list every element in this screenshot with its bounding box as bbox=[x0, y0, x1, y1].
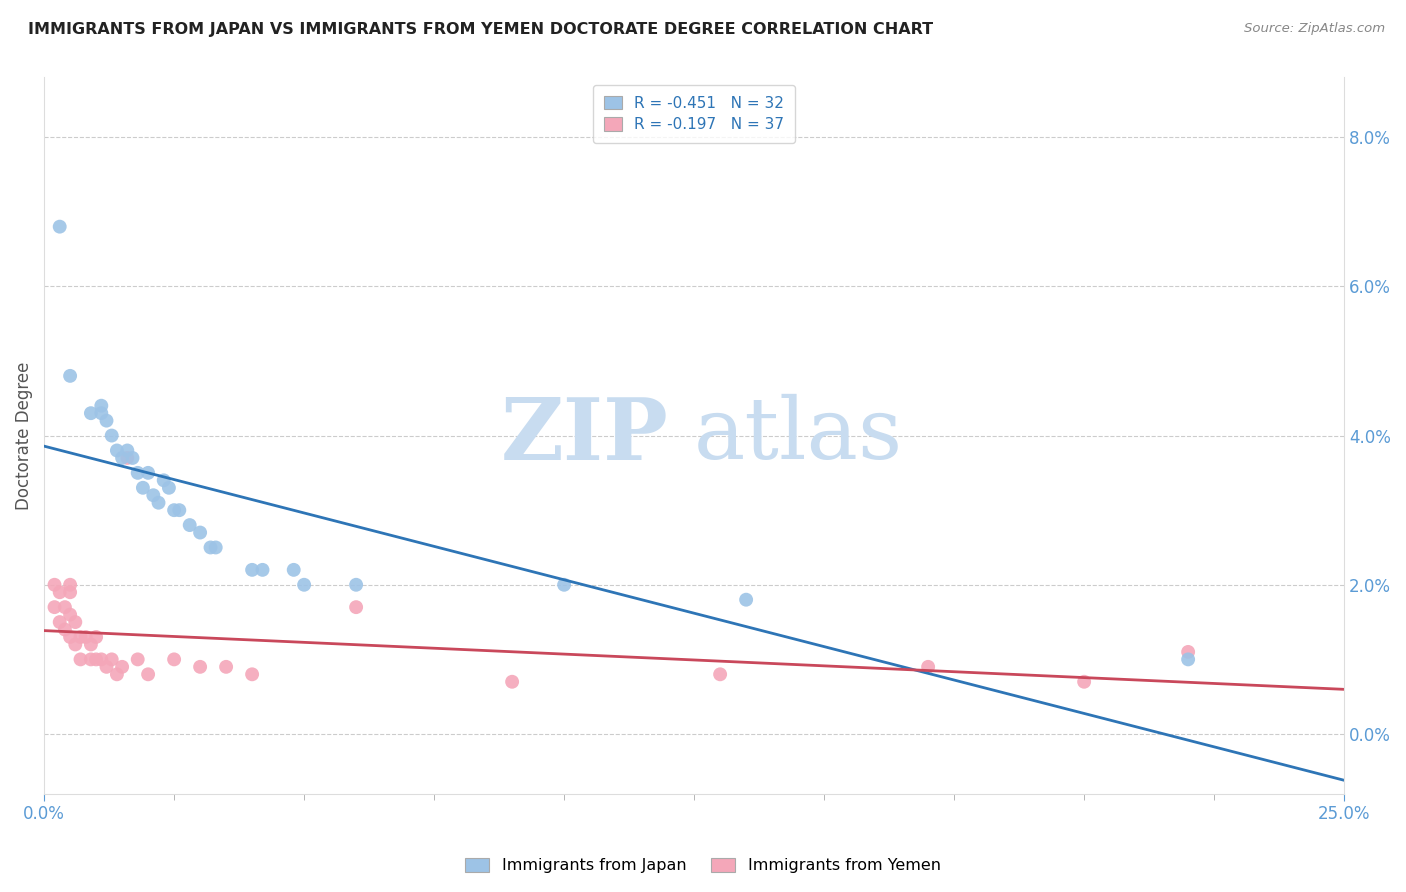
Point bbox=[163, 652, 186, 666]
Point bbox=[917, 660, 939, 674]
Point bbox=[105, 443, 128, 458]
Point bbox=[157, 481, 180, 495]
Point bbox=[69, 652, 91, 666]
Point bbox=[148, 496, 170, 510]
Point bbox=[59, 630, 82, 644]
Point bbox=[215, 660, 238, 674]
Point bbox=[96, 414, 118, 428]
Point bbox=[105, 667, 128, 681]
Point bbox=[59, 578, 82, 592]
Point bbox=[100, 428, 122, 442]
Point bbox=[553, 578, 575, 592]
Point bbox=[1177, 645, 1199, 659]
Point bbox=[48, 615, 70, 629]
Point bbox=[53, 623, 76, 637]
Point bbox=[69, 630, 91, 644]
Point bbox=[709, 667, 731, 681]
Point bbox=[240, 667, 263, 681]
Point bbox=[80, 406, 103, 420]
Point bbox=[152, 473, 174, 487]
Point bbox=[735, 592, 758, 607]
Point bbox=[44, 578, 66, 592]
Point bbox=[117, 443, 139, 458]
Point bbox=[132, 481, 155, 495]
Text: IMMIGRANTS FROM JAPAN VS IMMIGRANTS FROM YEMEN DOCTORATE DEGREE CORRELATION CHAR: IMMIGRANTS FROM JAPAN VS IMMIGRANTS FROM… bbox=[28, 22, 934, 37]
Point bbox=[188, 660, 211, 674]
Point bbox=[136, 667, 159, 681]
Point bbox=[80, 652, 103, 666]
Point bbox=[188, 525, 211, 540]
Point bbox=[96, 660, 118, 674]
Y-axis label: Doctorate Degree: Doctorate Degree bbox=[15, 361, 32, 509]
Point bbox=[84, 652, 107, 666]
Point bbox=[169, 503, 191, 517]
Point bbox=[59, 368, 82, 383]
Point bbox=[344, 578, 367, 592]
Point bbox=[501, 674, 523, 689]
Point bbox=[65, 615, 87, 629]
Point bbox=[59, 585, 82, 599]
Point bbox=[121, 450, 143, 465]
Point bbox=[75, 630, 97, 644]
Point bbox=[80, 637, 103, 651]
Point bbox=[179, 518, 201, 533]
Point bbox=[136, 466, 159, 480]
Legend: Immigrants from Japan, Immigrants from Yemen: Immigrants from Japan, Immigrants from Y… bbox=[460, 851, 946, 880]
Point bbox=[127, 652, 149, 666]
Point bbox=[344, 600, 367, 615]
Point bbox=[142, 488, 165, 502]
Point bbox=[163, 503, 186, 517]
Point bbox=[90, 399, 112, 413]
Point bbox=[65, 637, 87, 651]
Point bbox=[48, 219, 70, 234]
Point bbox=[252, 563, 274, 577]
Text: Source: ZipAtlas.com: Source: ZipAtlas.com bbox=[1244, 22, 1385, 36]
Point bbox=[53, 600, 76, 615]
Text: atlas: atlas bbox=[695, 394, 903, 477]
Point bbox=[111, 450, 134, 465]
Legend: R = -0.451   N = 32, R = -0.197   N = 37: R = -0.451 N = 32, R = -0.197 N = 37 bbox=[593, 85, 796, 143]
Point bbox=[200, 541, 222, 555]
Point bbox=[111, 660, 134, 674]
Point bbox=[90, 652, 112, 666]
Point bbox=[48, 585, 70, 599]
Point bbox=[240, 563, 263, 577]
Point bbox=[84, 630, 107, 644]
Point bbox=[1177, 652, 1199, 666]
Point bbox=[90, 406, 112, 420]
Point bbox=[283, 563, 305, 577]
Point bbox=[1073, 674, 1095, 689]
Text: ZIP: ZIP bbox=[501, 393, 668, 477]
Point bbox=[292, 578, 315, 592]
Point bbox=[204, 541, 226, 555]
Point bbox=[44, 600, 66, 615]
Point bbox=[127, 466, 149, 480]
Point bbox=[117, 450, 139, 465]
Point bbox=[100, 652, 122, 666]
Point bbox=[59, 607, 82, 622]
